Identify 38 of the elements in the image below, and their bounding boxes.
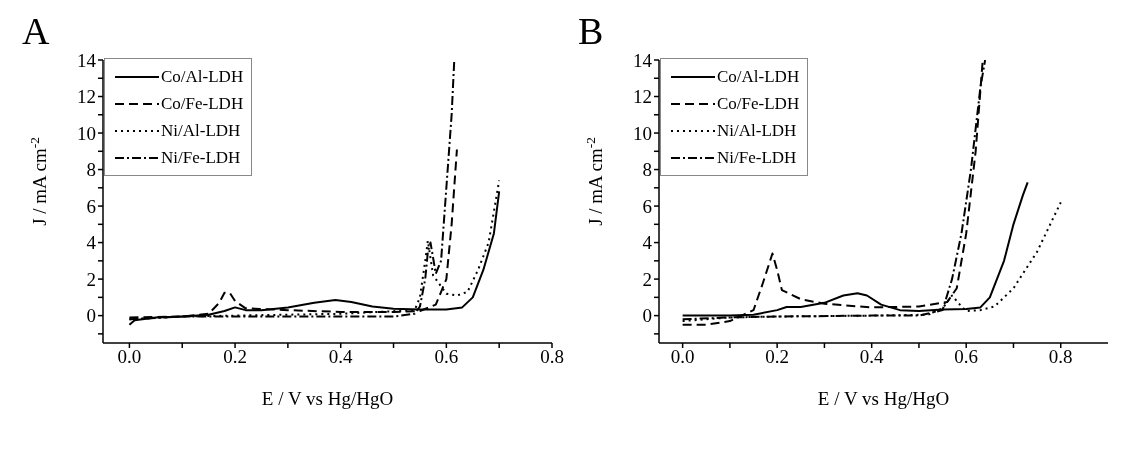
x-tick-label: 0.2 — [223, 346, 247, 368]
y-tick-label: 8 — [642, 159, 652, 181]
x-tick-label: 0.2 — [765, 346, 790, 368]
x-tick-label: 0.0 — [670, 346, 695, 368]
y-tick-label: 2 — [86, 268, 96, 290]
x-tick-label: 0.6 — [954, 346, 979, 368]
legend-label: Ni/Fe-LDH — [161, 147, 241, 168]
x-tick-label: 0.4 — [328, 346, 354, 368]
y-tick-label: 6 — [86, 195, 96, 217]
legend-label: Co/Fe-LDH — [161, 93, 244, 114]
y-tick-label: 12 — [633, 86, 652, 108]
x-tick-label: 0.0 — [117, 346, 142, 368]
x-axis-title: E / V vs Hg/HgO — [261, 388, 394, 409]
x-tick-label: 0.6 — [434, 346, 459, 368]
legend-label: Ni/Al-LDH — [161, 120, 241, 141]
y-tick-label: 0 — [86, 305, 96, 327]
x-tick-label: 0.8 — [1048, 346, 1073, 368]
legend-label: Co/Al-LDH — [717, 66, 800, 87]
legend-label: Ni/Al-LDH — [717, 120, 797, 141]
x-axis-title: E / V vs Hg/HgO — [817, 388, 950, 409]
y-tick-label: 8 — [86, 159, 96, 181]
legend-label: Ni/Fe-LDH — [717, 147, 797, 168]
x-tick-label: 0.4 — [859, 346, 885, 368]
chart-title: A — [22, 10, 50, 52]
y-tick-label: 6 — [642, 195, 652, 217]
y-tick-label: 10 — [633, 122, 652, 144]
x-tick-label: 0.8 — [540, 346, 564, 368]
y-tick-label: 4 — [86, 232, 97, 254]
y-tick-label: 10 — [77, 122, 96, 144]
y-tick-label: 4 — [642, 232, 653, 254]
chart-title: B — [578, 10, 604, 52]
y-tick-label: 0 — [642, 305, 652, 327]
y-tick-label: 2 — [642, 268, 652, 290]
legend-label: Co/Fe-LDH — [717, 93, 800, 114]
y-tick-label: 14 — [77, 49, 97, 71]
legend-label: Co/Al-LDH — [161, 66, 244, 87]
y-tick-label: 12 — [77, 86, 96, 108]
y-tick-label: 14 — [633, 49, 653, 71]
